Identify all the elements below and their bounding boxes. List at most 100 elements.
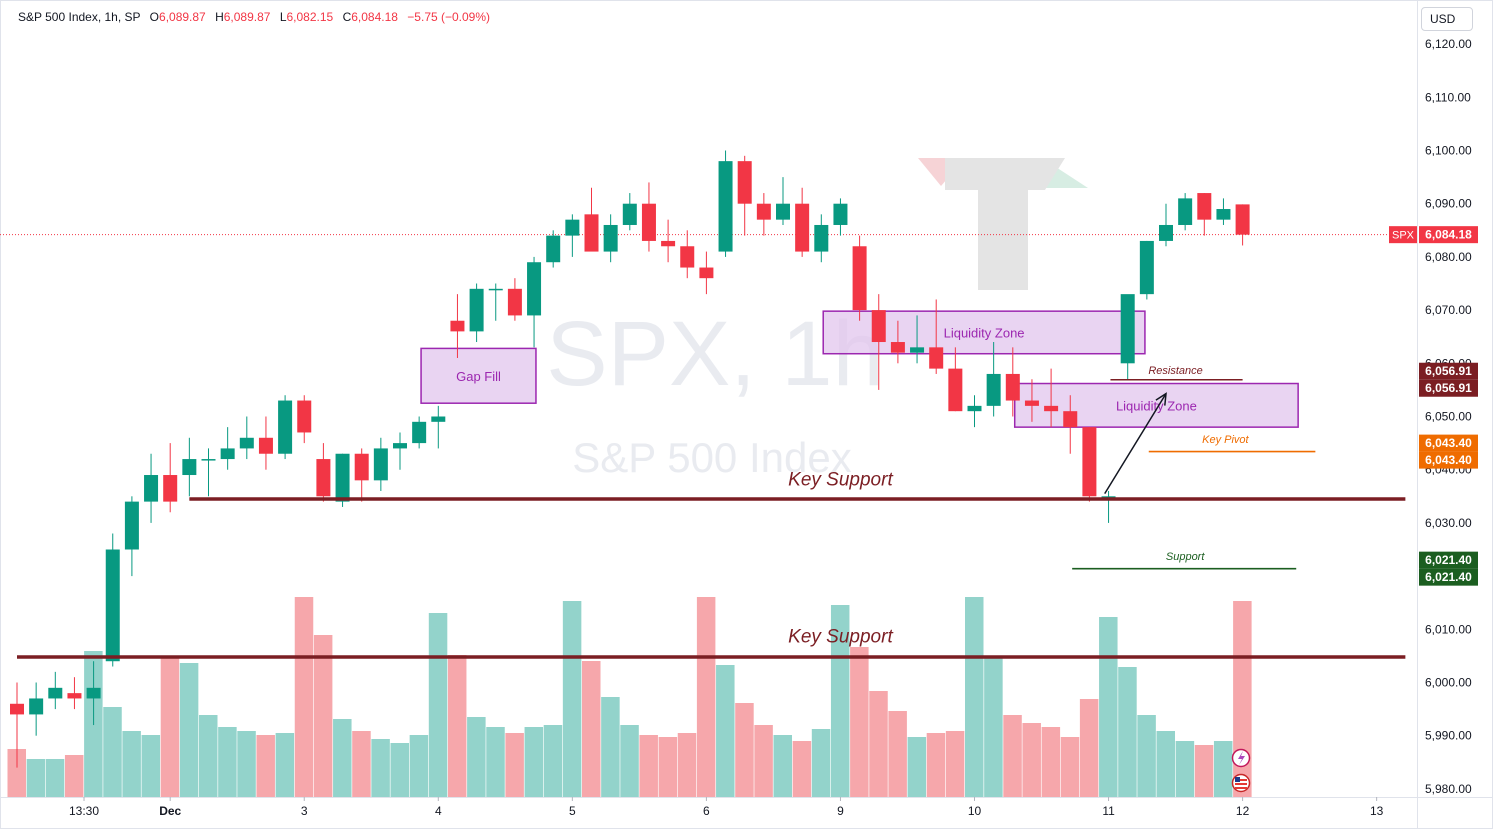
candle-body[interactable] [890, 342, 905, 353]
candle-body[interactable] [795, 203, 810, 252]
volume-bar[interactable] [945, 731, 965, 797]
volume-bar[interactable] [1099, 617, 1118, 797]
volume-bar[interactable] [850, 647, 869, 797]
volume-bar[interactable] [505, 733, 524, 797]
volume-bar[interactable] [428, 613, 448, 797]
candle-body[interactable] [278, 400, 293, 454]
volume-bar[interactable] [1118, 667, 1137, 797]
volume-bar[interactable] [1022, 723, 1041, 797]
candle-body[interactable] [412, 421, 427, 444]
zone-box[interactable] [420, 347, 537, 404]
candle-body[interactable] [929, 347, 944, 369]
volume-bar[interactable] [1175, 741, 1195, 797]
volume-bar[interactable] [199, 715, 218, 797]
volume-bar[interactable] [888, 711, 907, 797]
candle-body[interactable] [641, 203, 656, 241]
candle-body[interactable] [144, 475, 159, 502]
volume-bar[interactable] [830, 605, 850, 797]
candle-body[interactable] [10, 703, 24, 715]
candle-body[interactable] [661, 240, 676, 247]
volume-bar[interactable] [735, 703, 754, 797]
volume-bar[interactable] [677, 733, 697, 797]
zone-box[interactable] [1013, 382, 1299, 428]
volume-bar[interactable] [658, 737, 678, 797]
candle-body[interactable] [316, 459, 331, 497]
candle-body[interactable] [201, 459, 216, 461]
candle-body[interactable] [910, 347, 925, 353]
volume-bar[interactable] [45, 759, 65, 797]
candle-body[interactable] [488, 288, 503, 291]
candle-body[interactable] [373, 448, 388, 481]
volume-bar[interactable] [792, 741, 812, 797]
candle-body[interactable] [776, 203, 790, 220]
candle-body[interactable] [852, 246, 867, 311]
volume-bar[interactable] [601, 697, 620, 797]
volume-bar[interactable] [333, 719, 352, 797]
volume-bar[interactable] [486, 727, 505, 797]
candle-body[interactable] [871, 310, 886, 343]
candle-body[interactable] [86, 687, 101, 699]
volume-bar[interactable] [1041, 727, 1061, 797]
volume-bar[interactable] [811, 729, 831, 797]
volume-bar[interactable] [869, 691, 888, 797]
legend-symbol[interactable]: S&P 500 Index, 1h, SP [18, 10, 141, 24]
candle-body[interactable] [220, 448, 235, 460]
volume-bar[interactable] [352, 731, 371, 797]
candle-body[interactable] [622, 203, 637, 225]
volume-bar[interactable] [754, 725, 773, 797]
candle-body[interactable] [105, 549, 120, 662]
candle-body[interactable] [354, 453, 369, 481]
candle-body[interactable] [546, 235, 561, 263]
candle-body[interactable] [1120, 294, 1135, 364]
volume-bar[interactable] [7, 749, 27, 797]
volume-bar[interactable] [409, 735, 429, 797]
volume-bar[interactable] [122, 731, 141, 797]
volume-bar[interactable] [447, 655, 467, 797]
volume-bar[interactable] [160, 657, 180, 797]
candle-body[interactable] [335, 453, 350, 502]
candle-body[interactable] [680, 246, 695, 268]
candle-body[interactable] [1159, 224, 1173, 241]
candle-body[interactable] [1139, 240, 1154, 295]
candle-body[interactable] [1024, 400, 1039, 406]
candle-body[interactable] [124, 501, 139, 550]
candle-body[interactable] [603, 224, 618, 252]
volume-bar[interactable] [371, 739, 390, 797]
volume-bar[interactable] [1194, 745, 1214, 797]
volume-bar[interactable] [26, 759, 46, 797]
candle-body[interactable] [814, 224, 829, 252]
volume-bar[interactable] [639, 735, 658, 797]
currency-selector[interactable]: USD [1421, 7, 1473, 31]
candle-body[interactable] [431, 416, 446, 422]
volume-bar[interactable] [64, 755, 84, 797]
volume-bar[interactable] [141, 735, 161, 797]
volume-bar[interactable] [275, 733, 295, 797]
volume-bar[interactable] [294, 597, 314, 797]
volume-bar[interactable] [179, 663, 199, 797]
candle-body[interactable] [527, 262, 542, 316]
candle-body[interactable] [48, 687, 63, 699]
volume-bar[interactable] [716, 665, 735, 797]
candle-body[interactable] [948, 368, 963, 412]
volume-bar[interactable] [1060, 737, 1080, 797]
volume-bar[interactable] [237, 731, 256, 797]
candle-body[interactable] [1082, 427, 1097, 497]
volume-bar[interactable] [390, 743, 410, 797]
candle-body[interactable] [565, 219, 580, 236]
candle-body[interactable] [258, 437, 273, 454]
candle-body[interactable] [833, 203, 848, 225]
candle-body[interactable] [182, 459, 197, 476]
volume-bar[interactable] [467, 717, 486, 797]
candle-body[interactable] [1101, 496, 1116, 498]
candle-body[interactable] [1197, 193, 1212, 220]
volume-bar[interactable] [696, 597, 716, 797]
volume-bar[interactable] [256, 735, 275, 797]
candle-body[interactable] [297, 400, 312, 433]
candle-body[interactable] [699, 267, 714, 279]
candle-body[interactable] [1063, 411, 1078, 428]
volume-bar[interactable] [103, 707, 122, 797]
candle-body[interactable] [469, 288, 484, 332]
volume-bar[interactable] [926, 733, 946, 797]
volume-bar[interactable] [218, 727, 237, 797]
